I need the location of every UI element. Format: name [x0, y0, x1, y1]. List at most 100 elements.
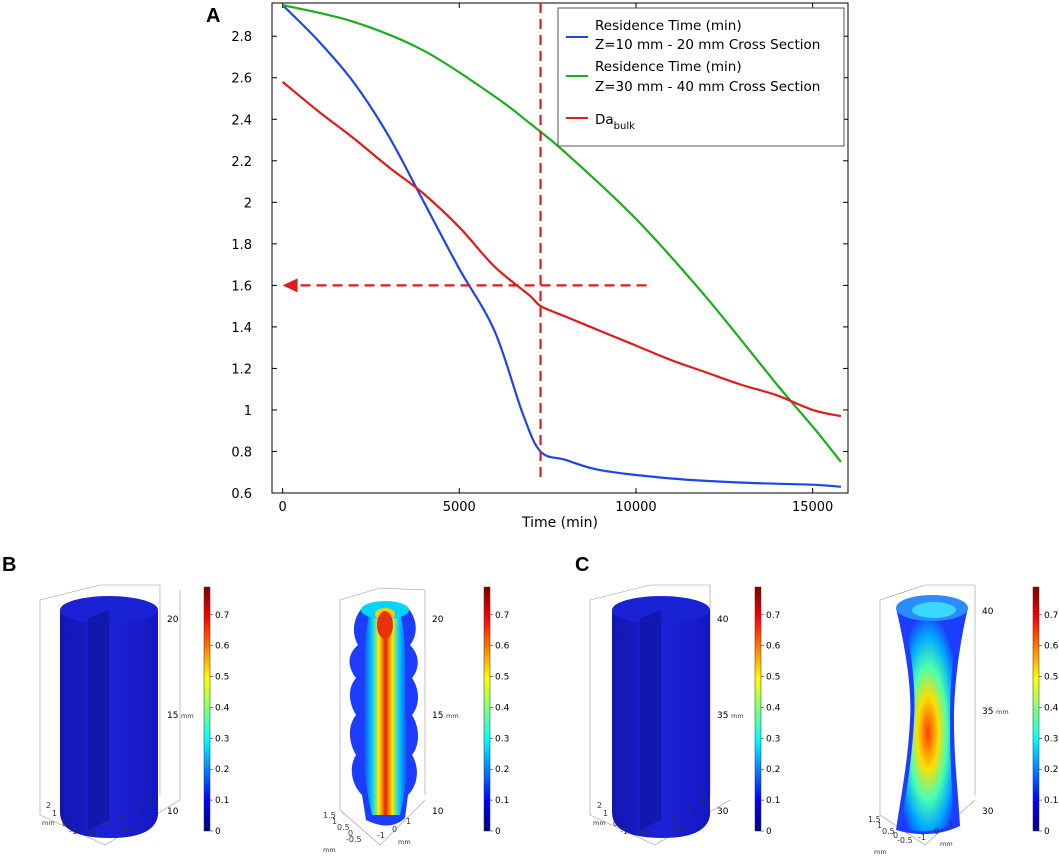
series-group — [281, 4, 842, 488]
xy-tick: 1.5 — [323, 811, 336, 820]
xy-tick: 0 — [62, 819, 67, 828]
z-tick: 30 — [717, 807, 729, 817]
xy-tick: 1 — [948, 820, 953, 829]
legend-label-3: Dabulk — [595, 112, 635, 132]
colorbar-tick-label: 0.5 — [1044, 673, 1058, 683]
y-tick-label: 1.2 — [231, 362, 252, 377]
arrowhead — [282, 278, 298, 293]
xy-unit: mm — [874, 848, 887, 856]
colorbar-tick-label: 0.7 — [766, 611, 780, 621]
xy-tick: 0 — [671, 813, 676, 822]
xy-unit: mm — [672, 826, 685, 834]
xy-tick: -1 — [620, 827, 628, 836]
z-tick: 15 — [167, 711, 178, 721]
colorbar-gradient — [203, 586, 211, 832]
colorbar-tick-label: 0.7 — [1044, 611, 1058, 621]
panel-c-left-plot: 40 35 mm 30 2 1 0 -1 mm -2 -1 0 1 2 mm 0… — [589, 584, 781, 846]
warm-core — [900, 612, 962, 832]
x-tick-label: 0 — [278, 500, 286, 515]
colorbar-tick-label: 0.2 — [215, 765, 229, 775]
xy-tick: 1 — [332, 817, 337, 826]
xy-unit: mm — [593, 819, 606, 827]
colorbar-tick-label: 0.7 — [215, 611, 229, 621]
xy-tick: 0.5 — [337, 823, 350, 832]
xy-tick: 2 — [148, 796, 153, 805]
colorbar-tick-label: 0.6 — [495, 642, 510, 652]
colorbar: 0.7 0.6 0.5 0.4 0.3 0.2 0.1 0 — [754, 586, 781, 837]
legend: Residence Time (min) Z=10 mm - 20 mm Cro… — [557, 7, 845, 147]
xy-unit: mm — [398, 838, 411, 846]
z-unit: mm — [446, 712, 459, 720]
cut-plane — [640, 610, 661, 830]
colorbar-tick-label: 0.1 — [495, 796, 509, 806]
xy-tick: 0 — [392, 825, 397, 834]
colorbar: 0.7 0.6 0.5 0.4 0.3 0.2 0.1 0 — [483, 586, 510, 837]
colorbar-tick-label: 0.5 — [215, 673, 229, 683]
z-unit: mm — [181, 712, 194, 720]
annotations — [282, 3, 647, 478]
y-tick-label: 2.2 — [231, 155, 252, 170]
y-tick-label: 1.6 — [231, 279, 252, 294]
3d-axes-grid — [39, 584, 181, 846]
xy-tick: 1 — [877, 821, 882, 830]
colorbar-gradient — [754, 586, 762, 832]
colorbar-tick-label: 0 — [766, 827, 772, 837]
xy-tick: 0 — [893, 831, 898, 840]
y-tick-label: 0.6 — [231, 487, 252, 502]
colorbar-tick-label: 0 — [495, 827, 501, 837]
z-tick: 20 — [167, 615, 179, 625]
panel-label-c: C — [575, 554, 589, 576]
xy-tick: 1 — [134, 805, 139, 814]
panel-label-b: B — [2, 554, 16, 576]
xy-tick: -1 — [103, 821, 111, 830]
x-axis-title: Time (min) — [521, 515, 598, 531]
series-line-1 — [281, 4, 841, 488]
xy-tick: 0 — [613, 819, 618, 828]
colorbar-tick-label: 0.5 — [766, 673, 780, 683]
xy-unit: mm — [120, 826, 133, 834]
top-core — [377, 611, 393, 639]
colorbar-tick-label: 0.4 — [766, 703, 781, 713]
series-line-3 — [281, 81, 842, 418]
3d-axes-grid — [339, 587, 426, 846]
y-tick-label: 1.4 — [231, 321, 252, 336]
xy-tick: 1 — [52, 809, 57, 818]
z-tick: 35 — [717, 711, 728, 721]
colorbar-tick-label: 0 — [1044, 827, 1050, 837]
series-line-2 — [282, 4, 842, 463]
xy-tick: -2 — [640, 828, 648, 837]
colorbar-tick-label: 0.3 — [766, 734, 780, 744]
colorbar-tick-label: 0.2 — [766, 765, 780, 775]
xy-tick: 1 — [686, 805, 691, 814]
xy-tick: 2 — [597, 801, 602, 810]
y-tick-label: 2.4 — [231, 113, 252, 128]
colorbar-tick-label: 0.6 — [1044, 642, 1059, 652]
colorbar: 0.7 0.6 0.5 0.4 0.3 0.2 0.1 0 — [1032, 586, 1059, 837]
colorbar-gradient — [483, 586, 491, 832]
colorbar-tick-label: 0.6 — [215, 642, 230, 652]
colorbar-tick-label: 0.7 — [495, 611, 509, 621]
y-tick-label: 2.6 — [231, 72, 252, 87]
xy-tick: 0 — [934, 827, 939, 836]
colorbar-tick-label: 0.4 — [215, 703, 230, 713]
z-unit: mm — [996, 708, 1009, 716]
y-tick-label: 2 — [244, 196, 252, 211]
y-tick-label: 0.8 — [231, 445, 252, 460]
colorbar-tick-label: 0.5 — [495, 673, 509, 683]
colorbar-tick-label: 0.3 — [495, 734, 509, 744]
colorbar-tick-label: 0.3 — [1044, 734, 1058, 744]
xy-tick: -1 — [918, 833, 926, 842]
top-inner — [912, 602, 956, 618]
z-tick: 30 — [982, 807, 994, 817]
xy-tick: 1 — [603, 809, 608, 818]
3d-axes-grid — [879, 584, 976, 846]
y-tick-label: 1 — [244, 404, 252, 419]
colorbar-tick-label: 0.2 — [1044, 765, 1058, 775]
z-tick: 10 — [432, 807, 444, 817]
x-tick-label: 5000 — [443, 500, 476, 515]
colorbar-tick-label: 0.3 — [215, 734, 229, 744]
xy-tick: -1 — [69, 827, 77, 836]
colorbar-tick-label: 0.1 — [766, 796, 780, 806]
xy-tick: -0.5 — [897, 836, 913, 845]
